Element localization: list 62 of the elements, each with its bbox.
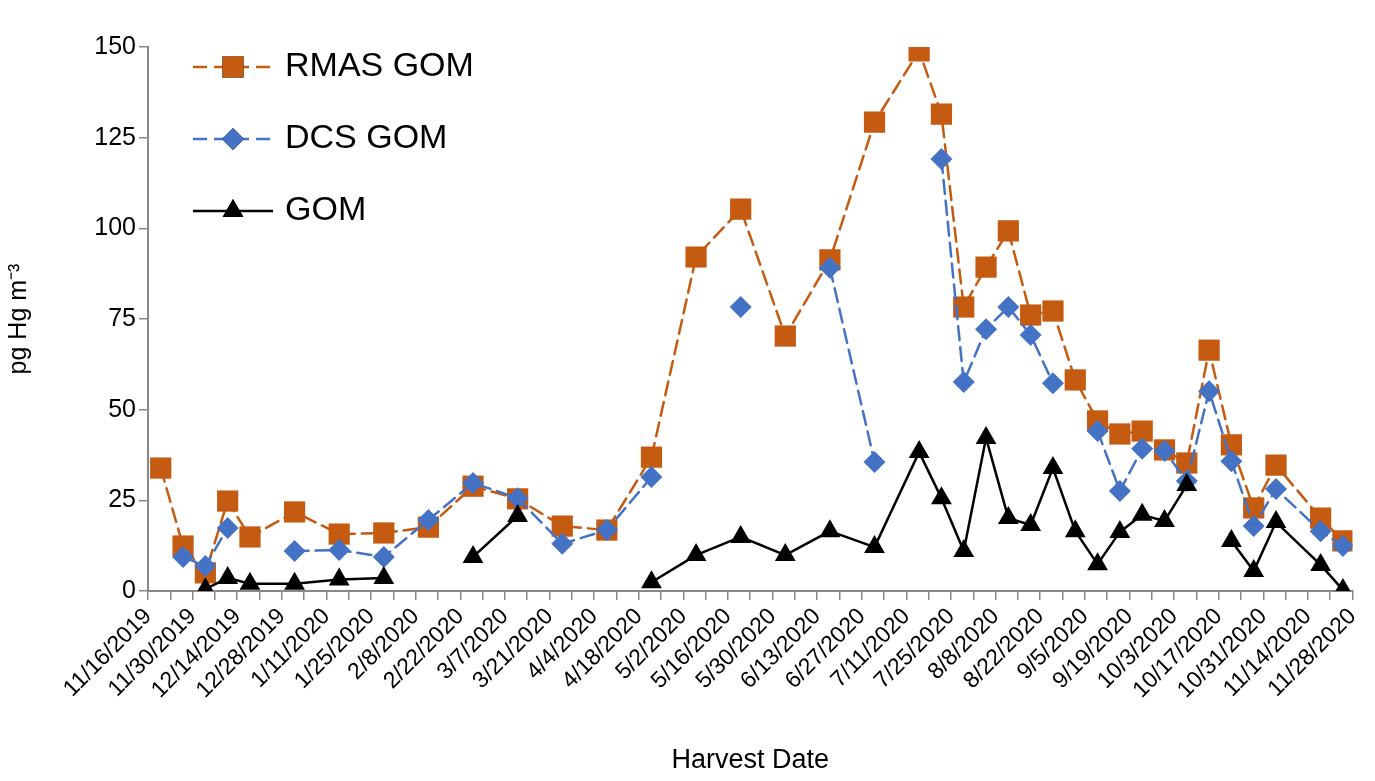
point — [1086, 420, 1109, 443]
point — [1109, 423, 1131, 445]
point — [1198, 380, 1221, 403]
point — [239, 526, 261, 548]
y-tick-label: 125 — [94, 121, 136, 150]
y-tick-label: 75 — [108, 302, 136, 331]
point — [551, 515, 573, 537]
point — [975, 256, 997, 278]
point — [1331, 535, 1353, 558]
point — [551, 532, 574, 555]
y-tick-label: 100 — [94, 212, 136, 241]
point — [997, 220, 1019, 242]
point — [1265, 478, 1288, 501]
point — [1198, 339, 1220, 361]
point — [172, 545, 195, 568]
point — [217, 490, 239, 512]
point — [1220, 450, 1243, 473]
y-axis-title: pg Hg m⁻³ — [2, 263, 31, 375]
point — [863, 450, 886, 473]
legend-label: DCS GOM — [285, 117, 448, 156]
point — [373, 522, 395, 544]
point — [1309, 520, 1332, 543]
point — [1242, 515, 1265, 538]
point — [283, 501, 306, 523]
point — [1041, 372, 1064, 395]
legend-label: GOM — [285, 189, 367, 228]
point — [953, 296, 975, 318]
point — [685, 246, 707, 268]
point — [417, 508, 440, 531]
point — [975, 318, 998, 341]
point — [1020, 304, 1042, 326]
y-tick-label: 150 — [94, 30, 136, 59]
point — [774, 325, 796, 347]
point — [863, 111, 886, 133]
y-tick-label: 50 — [108, 393, 136, 422]
point — [930, 148, 953, 171]
legend-label: RMAS GOM — [285, 45, 474, 84]
point — [328, 539, 351, 562]
point — [818, 256, 841, 279]
x-axis-title: Harvest Date — [671, 744, 830, 775]
point — [640, 466, 663, 489]
point — [729, 296, 752, 319]
point — [1042, 300, 1064, 322]
point — [1064, 369, 1086, 391]
point — [216, 516, 239, 539]
y-tick-label: 0 — [122, 574, 136, 603]
point — [930, 103, 953, 125]
point — [640, 446, 663, 468]
y-tick-label: 25 — [108, 484, 136, 513]
point — [1265, 454, 1287, 476]
point — [1108, 479, 1131, 502]
point — [194, 554, 217, 577]
point — [1019, 323, 1042, 346]
point — [283, 540, 306, 563]
point — [372, 545, 395, 568]
point — [997, 296, 1020, 319]
point — [150, 457, 172, 479]
point — [1131, 420, 1153, 442]
point — [328, 523, 350, 545]
point — [952, 371, 975, 394]
point — [1131, 437, 1154, 460]
point — [730, 198, 752, 220]
